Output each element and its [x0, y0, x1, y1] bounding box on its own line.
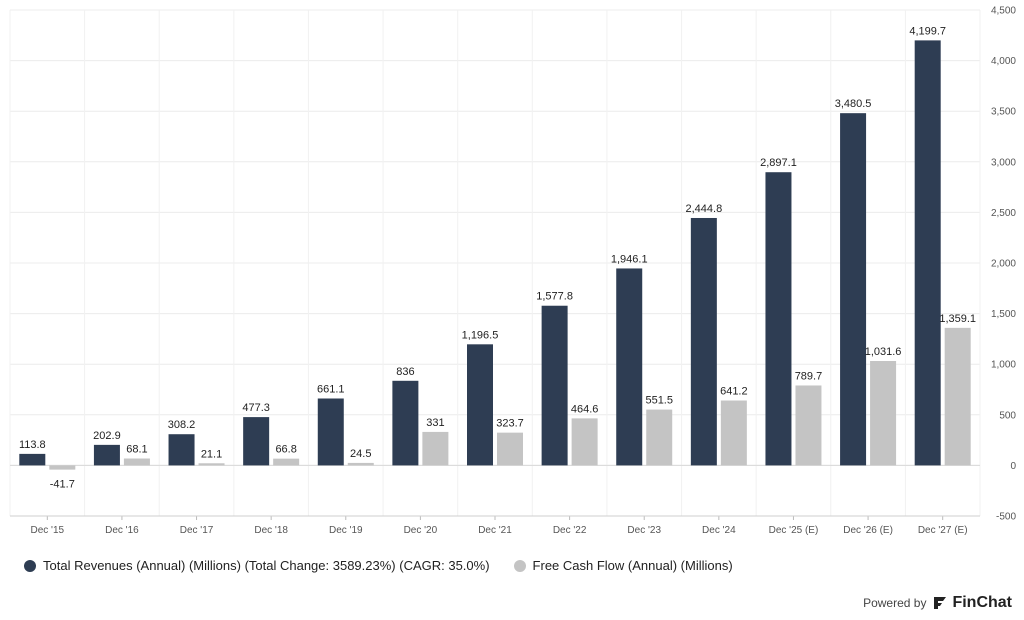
data-label-revenue: 1,946.1 [611, 253, 648, 265]
powered-by[interactable]: Powered by FinChat [863, 594, 1012, 612]
y-tick-label: 3,500 [991, 107, 1016, 118]
data-label-revenue: 661.1 [317, 383, 345, 395]
y-axis: -500 0 500 1,000 1,500 2,000 2,500 3,000 3,500 4,… [991, 6, 1016, 523]
data-labels: 113.8 -41.7 202.9 68.1 308.2 21.1 477.3 66.8 661… [19, 25, 976, 490]
data-label-revenue: 308.2 [168, 419, 196, 431]
bar-fcf[interactable] [49, 465, 76, 470]
data-label-revenue: 1,577.8 [536, 291, 573, 303]
bar-fcf[interactable] [198, 463, 225, 466]
data-label-revenue: 3,480.5 [835, 98, 872, 110]
powered-by-text: Powered by [863, 596, 927, 610]
y-tick-label: 2,500 [991, 208, 1016, 219]
data-label-fcf: 21.1 [201, 448, 222, 460]
bar-revenue[interactable] [541, 305, 568, 466]
x-tick-label: Dec '22 [553, 525, 587, 536]
legend-item-revenue[interactable]: Total Revenues (Annual) (Millions) (Tota… [16, 558, 490, 573]
bar-fcf[interactable] [273, 458, 300, 466]
bar-revenue[interactable] [616, 268, 643, 466]
bar-revenue[interactable] [168, 434, 195, 466]
bar-revenue[interactable] [690, 217, 717, 466]
x-tick-label: Dec '18 [254, 525, 288, 536]
bar-fcf[interactable] [795, 385, 822, 466]
data-label-revenue: 836 [396, 366, 414, 378]
bar-revenue[interactable] [243, 417, 270, 466]
bar-fcf[interactable] [422, 431, 449, 466]
legend-item-fcf[interactable]: Free Cash Flow (Annual) (Millions) [506, 558, 733, 573]
y-tick-label: -500 [996, 512, 1016, 523]
data-label-revenue: 202.9 [93, 430, 121, 442]
data-label-fcf: 1,031.6 [865, 346, 902, 358]
legend-dot-fcf [513, 559, 526, 572]
data-label-fcf: 551.5 [645, 395, 673, 407]
bar-chart: 113.8 -41.7 202.9 68.1 308.2 21.1 477.3 66.8 661… [9, 6, 1016, 536]
data-label-fcf: 641.2 [720, 386, 748, 398]
bar-revenue[interactable] [914, 40, 941, 466]
data-label-revenue: 1,196.5 [462, 329, 499, 341]
bar-revenue[interactable] [19, 453, 46, 466]
finchat-logo-icon [934, 597, 947, 609]
x-tick-label: Dec '24 [702, 525, 736, 536]
y-tick-label: 0 [1010, 461, 1016, 472]
data-label-fcf: 68.1 [126, 444, 147, 456]
bar-revenue[interactable] [765, 172, 792, 466]
y-tick-label: 1,000 [991, 360, 1016, 371]
x-tick-label: Dec '25 (E) [769, 525, 819, 536]
data-label-fcf: 331 [426, 417, 444, 429]
bar-fcf[interactable] [720, 400, 747, 466]
data-label-fcf: 323.7 [496, 418, 524, 430]
x-tick-label: Dec '19 [329, 525, 363, 536]
bar-revenue[interactable] [467, 344, 493, 466]
x-tick-label: Dec '16 [105, 525, 139, 536]
x-tick-label: Dec '23 [627, 525, 661, 536]
x-tick-label: Dec '15 [31, 525, 65, 536]
bar-fcf[interactable] [646, 409, 673, 466]
legend-label-fcf: Free Cash Flow (Annual) (Millions) [532, 558, 733, 573]
grid-lines [9, 9, 981, 517]
data-label-revenue: 2,444.8 [685, 203, 722, 215]
bar-fcf[interactable] [347, 462, 374, 466]
bars [19, 40, 971, 470]
bar-fcf[interactable] [944, 327, 971, 466]
data-label-fcf: -41.7 [50, 479, 75, 491]
x-tick-label: Dec '26 (E) [843, 525, 893, 536]
bar-revenue[interactable] [392, 380, 419, 466]
data-label-fcf: 464.6 [571, 403, 599, 415]
x-tick-label: Dec '27 (E) [918, 525, 968, 536]
x-tick-label: Dec '21 [478, 525, 512, 536]
data-label-fcf: 24.5 [350, 448, 371, 460]
y-tick-label: 2,000 [991, 259, 1016, 270]
x-axis: Dec '15 Dec '16 Dec '17 Dec '18 Dec '19 Dec '… [10, 515, 980, 536]
y-tick-label: 4,000 [991, 56, 1016, 67]
y-tick-label: 4,500 [991, 6, 1016, 17]
bar-revenue[interactable] [840, 113, 867, 466]
y-tick-label: 500 [999, 410, 1016, 421]
bar-fcf[interactable] [571, 418, 598, 466]
legend: Total Revenues (Annual) (Millions) (Tota… [16, 558, 749, 573]
legend-dot-revenue [24, 559, 36, 572]
x-tick-label: Dec '17 [180, 525, 214, 536]
data-label-revenue: 113.8 [19, 439, 46, 451]
data-label-revenue: 477.3 [242, 402, 270, 414]
bar-revenue[interactable] [317, 398, 344, 466]
bar-revenue[interactable] [93, 444, 120, 466]
bar-fcf[interactable] [497, 432, 523, 466]
data-label-revenue: 4,199.7 [909, 25, 946, 37]
y-tick-label: 1,500 [991, 309, 1016, 320]
legend-label-revenue: Total Revenues (Annual) (Millions) (Tota… [43, 558, 490, 573]
x-tick-label: Dec '20 [404, 525, 438, 536]
bar-fcf[interactable] [870, 361, 897, 466]
finchat-brand: FinChat [952, 594, 1012, 611]
data-label-revenue: 2,897.1 [760, 157, 797, 169]
data-label-fcf: 789.7 [795, 370, 823, 382]
data-label-fcf: 66.8 [275, 444, 296, 456]
y-tick-label: 3,000 [991, 157, 1016, 168]
data-label-fcf: 1,359.1 [939, 313, 976, 325]
bar-fcf[interactable] [123, 458, 150, 466]
